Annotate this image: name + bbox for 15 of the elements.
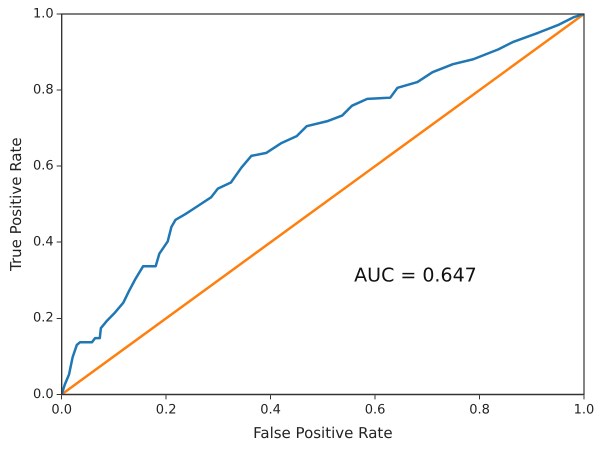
y-tick-label: 0.6: [32, 158, 54, 174]
x-tick-label: 0.8: [469, 402, 490, 418]
x-tick-label: 0.2: [156, 402, 176, 418]
annotation: AUC = 0.647: [354, 264, 477, 286]
y-tick-label: 0.8: [32, 82, 54, 98]
y-axis-title: True Positive Rate: [6, 137, 25, 272]
y-tick-label: 0.4: [32, 234, 54, 250]
y-tick-label: 1.0: [32, 6, 54, 22]
x-tick-label: 1.0: [574, 402, 594, 418]
y-tick-label: 0.0: [32, 386, 54, 402]
x-tick-label: 0.6: [364, 402, 386, 418]
x-axis-title: False Positive Rate: [253, 424, 393, 442]
y-tick-label: 0.2: [32, 310, 54, 326]
x-tick-label: 0.0: [51, 402, 72, 418]
x-tick-label: 0.4: [260, 402, 281, 418]
